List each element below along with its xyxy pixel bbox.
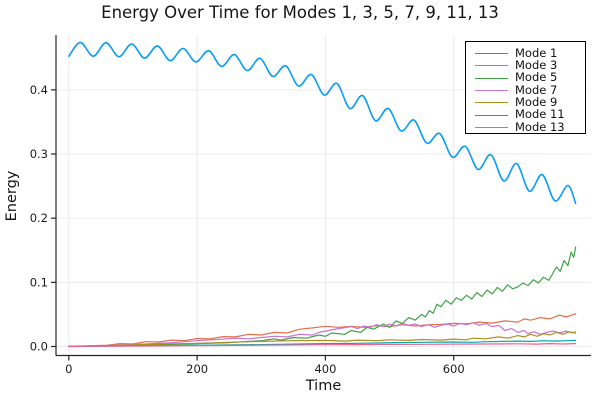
legend-item: Mode 5 — [475, 72, 585, 84]
legend-item: Mode 13 — [475, 121, 585, 133]
y-tick-label: 0.4 — [30, 83, 48, 97]
legend-line-swatch — [475, 53, 508, 55]
legend-item-label: Mode 3 — [515, 58, 558, 73]
x-tick-label: 400 — [314, 362, 336, 376]
series-mode-3 — [68, 313, 577, 347]
y-tick-label: 0.1 — [30, 275, 48, 289]
legend-item: Mode 7 — [475, 84, 585, 96]
legend-item: Mode 3 — [475, 60, 585, 72]
legend-item-label: Mode 1 — [515, 45, 558, 60]
y-tick-label: 0.2 — [30, 211, 48, 225]
legend-line-swatch — [475, 102, 508, 104]
series-mode-9 — [68, 331, 577, 347]
legend-item: Mode 9 — [475, 97, 585, 109]
legend-item: Mode 11 — [475, 109, 585, 121]
legend-item: Mode 1 — [475, 45, 585, 60]
legend-line-swatch — [475, 126, 508, 128]
legend-line-swatch — [475, 114, 508, 116]
series-mode-13 — [68, 343, 577, 348]
y-tick-label: 0.0 — [30, 340, 48, 354]
legend-item-label: Mode 9 — [515, 95, 558, 110]
legend-item-label: Mode 5 — [515, 70, 558, 85]
legend-item-label: Mode 13 — [515, 119, 565, 134]
legend-item-label: Mode 7 — [515, 82, 558, 97]
series-mode-1 — [68, 41, 577, 205]
x-tick-label: 600 — [443, 362, 465, 376]
x-tick-label: 200 — [186, 362, 208, 376]
legend-line-swatch — [475, 65, 508, 67]
legend-line-swatch — [475, 90, 508, 92]
series-mode-5 — [68, 246, 577, 347]
x-tick-label: 0 — [65, 362, 72, 376]
legend-line-swatch — [475, 77, 508, 79]
legend: Mode 1 Mode 3 Mode 5 Mode 7 Mode 9 Mode 11 Mod… — [465, 41, 586, 134]
series-mode-7 — [68, 322, 577, 347]
y-tick-label: 0.3 — [30, 147, 48, 161]
x-axis-label: Time — [305, 378, 342, 394]
y-axis-label: Energy — [4, 170, 20, 222]
legend-item-label: Mode 11 — [515, 107, 565, 122]
chart-title: Energy Over Time for Modes 1, 3, 5, 7, 9… — [101, 3, 499, 22]
